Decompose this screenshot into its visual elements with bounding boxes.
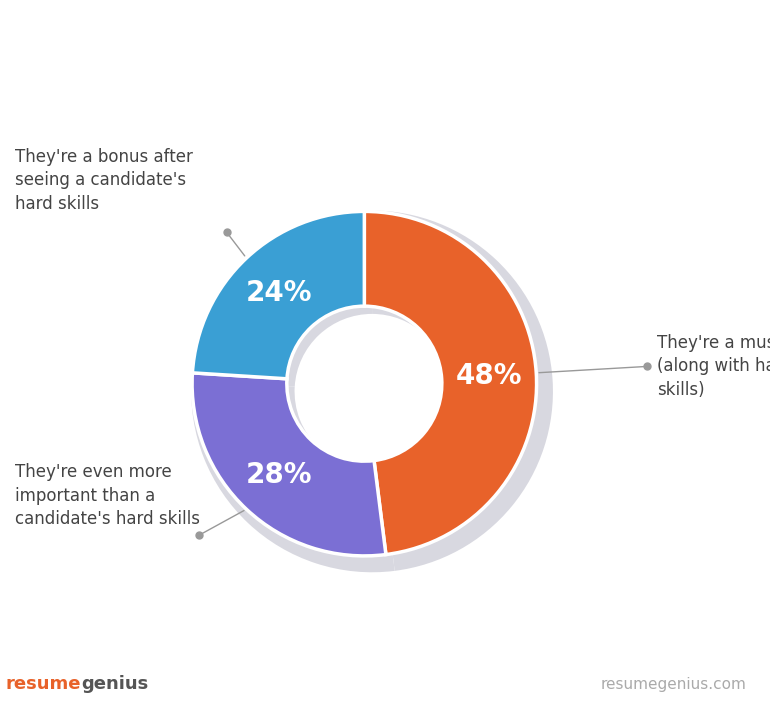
Text: genius: genius bbox=[81, 675, 148, 693]
Text: 48%: 48% bbox=[456, 362, 522, 390]
Text: resume: resume bbox=[5, 675, 81, 693]
Wedge shape bbox=[191, 380, 395, 572]
Wedge shape bbox=[372, 210, 553, 571]
Wedge shape bbox=[192, 212, 364, 379]
Wedge shape bbox=[364, 212, 537, 555]
Text: 28%: 28% bbox=[246, 460, 312, 488]
Text: They're even more
important than a
candidate's hard skills: They're even more important than a candi… bbox=[15, 463, 199, 528]
Wedge shape bbox=[192, 373, 386, 556]
Text: 24%: 24% bbox=[246, 279, 312, 307]
Wedge shape bbox=[192, 210, 372, 387]
Text: How do hiring managers view soft skills?: How do hiring managers view soft skills? bbox=[49, 29, 721, 56]
Text: They're a bonus after
seeing a candidate's
hard skills: They're a bonus after seeing a candidate… bbox=[15, 148, 192, 213]
Text: resumegenius.com: resumegenius.com bbox=[601, 676, 747, 691]
Text: They're a must-have
(along with hard
skills): They're a must-have (along with hard ski… bbox=[657, 334, 770, 399]
